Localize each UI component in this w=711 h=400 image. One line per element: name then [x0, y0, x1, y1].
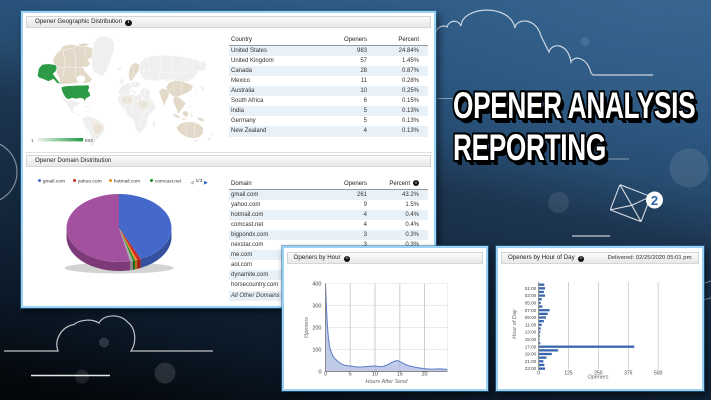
- svg-text:125: 125: [564, 370, 573, 376]
- svg-text:375: 375: [624, 370, 633, 376]
- svg-text:100: 100: [312, 347, 321, 353]
- svg-text:1: 1: [31, 138, 34, 144]
- svg-text:0: 0: [537, 370, 540, 376]
- svg-text:19:00: 19:00: [525, 351, 537, 356]
- svg-text:17:00: 17:00: [525, 344, 537, 349]
- svg-text:03:00: 03:00: [525, 293, 537, 298]
- svg-text:15:00: 15:00: [525, 337, 537, 342]
- svg-text:20: 20: [421, 371, 427, 377]
- svg-text:09:00: 09:00: [525, 315, 537, 320]
- svg-text:10: 10: [371, 371, 377, 377]
- svg-text:21:00: 21:00: [525, 358, 537, 363]
- svg-text:Openers: Openers: [304, 316, 310, 337]
- svg-text:23:00: 23:00: [525, 366, 537, 371]
- svg-text:Hours After Send: Hours After Send: [365, 379, 408, 384]
- svg-text:Hour of Day: Hour of Day: [512, 308, 518, 339]
- svg-text:2: 2: [651, 193, 658, 208]
- svg-text:250: 250: [594, 370, 603, 376]
- svg-text:0: 0: [323, 371, 326, 377]
- svg-text:15: 15: [396, 371, 402, 377]
- svg-text:0: 0: [318, 369, 321, 375]
- svg-text:300: 300: [312, 303, 321, 309]
- svg-text:400: 400: [312, 281, 321, 287]
- svg-text:01:00: 01:00: [525, 285, 537, 290]
- svg-text:5: 5: [348, 371, 351, 377]
- svg-text:05:00: 05:00: [525, 300, 537, 305]
- svg-text:983: 983: [85, 138, 93, 144]
- svg-text:13:00: 13:00: [525, 329, 537, 334]
- svg-text:200: 200: [312, 325, 321, 331]
- svg-text:07:00: 07:00: [525, 307, 537, 312]
- svg-text:11:00: 11:00: [525, 322, 537, 327]
- svg-text:Openers: Openers: [587, 374, 608, 380]
- svg-text:500: 500: [654, 370, 663, 376]
